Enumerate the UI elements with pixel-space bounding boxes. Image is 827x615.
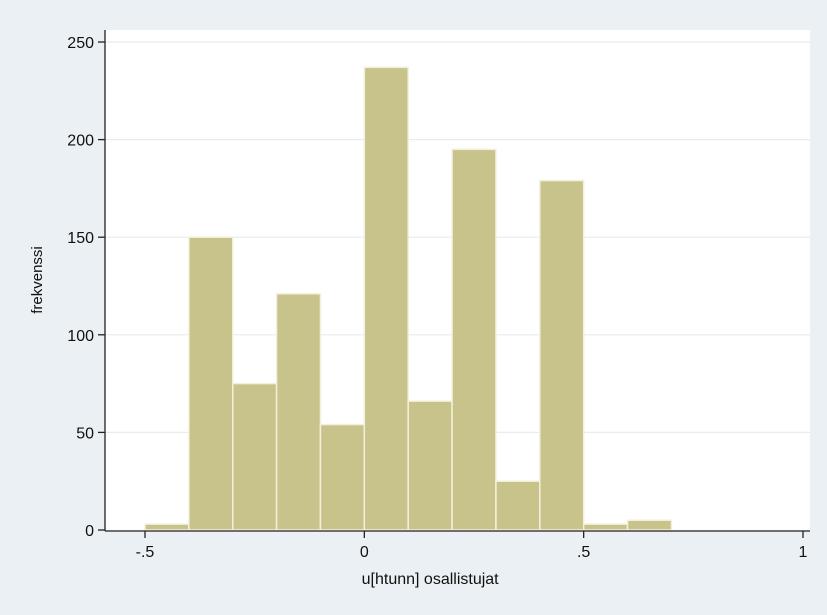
y-tick-label: 0 [85, 523, 94, 540]
y-tick-label: 100 [67, 328, 94, 345]
y-axis-label: frekvenssi [29, 246, 46, 314]
y-tick-label: 200 [67, 133, 94, 150]
x-tick-label: 1 [799, 544, 808, 561]
histogram-bar [144, 523, 190, 531]
x-axis-label: u[htunn] osallistujat [362, 571, 500, 588]
histogram-bar [451, 148, 497, 531]
y-tick-label: 250 [67, 35, 94, 52]
y-tick-label: 50 [76, 425, 94, 442]
histogram-bar [231, 382, 278, 531]
histogram-bar [582, 523, 629, 531]
x-tick-label: 0 [360, 544, 369, 561]
histogram-bar [407, 400, 453, 531]
histogram-bar [363, 66, 409, 531]
histogram-bar [275, 293, 322, 531]
histogram-bar [626, 519, 673, 531]
x-tick-label: .5 [577, 544, 590, 561]
x-tick-label: -.5 [136, 544, 155, 561]
histogram-bar [188, 236, 234, 531]
y-tick-label: 150 [67, 230, 94, 247]
axes: 0 50 100 150 200 250 -.5 0 .5 1 [67, 30, 810, 561]
histogram-bar [319, 423, 366, 531]
histogram-bar [495, 480, 541, 531]
histogram-bar [539, 179, 585, 531]
bars [144, 66, 673, 531]
